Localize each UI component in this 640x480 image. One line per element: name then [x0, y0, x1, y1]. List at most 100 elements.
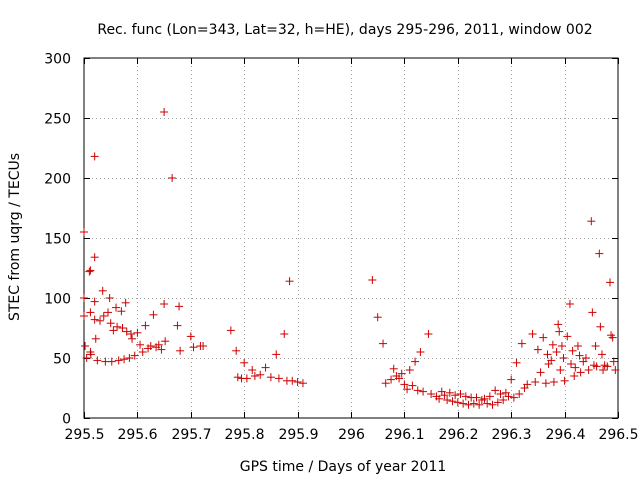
data-point: [599, 366, 608, 374]
data-point: [459, 399, 468, 408]
data-point: [554, 320, 563, 329]
data-point: [609, 357, 618, 366]
data-point: [605, 278, 614, 287]
data-point: [560, 376, 569, 385]
data-point: [464, 400, 473, 409]
data-point: [91, 334, 100, 343]
data-point: [523, 380, 532, 389]
data-point: [138, 348, 147, 356]
data-point: [106, 319, 115, 328]
data-point: [533, 345, 542, 354]
data-point: [596, 322, 605, 331]
data-point: [232, 346, 241, 355]
chart-title: Rec. func (Lon=343, Lat=32, h=HE), days …: [97, 22, 592, 38]
data-point: [149, 310, 158, 319]
data-point: [373, 313, 382, 322]
data-point: [80, 294, 88, 302]
data-point: [86, 266, 95, 275]
data-point: [272, 350, 281, 359]
data-point: [588, 308, 597, 317]
data-point: [266, 373, 275, 382]
data-point: [403, 385, 412, 394]
data-point: [261, 363, 270, 372]
data-point: [416, 348, 425, 356]
data-point: [90, 253, 99, 262]
data-point: [242, 374, 251, 383]
data-point: [293, 378, 302, 386]
data-point: [491, 386, 500, 395]
data-point: [288, 376, 297, 385]
data-point: [587, 217, 596, 226]
data-point: [575, 351, 584, 360]
data-point: [411, 357, 420, 366]
data-point: [256, 370, 265, 379]
data-point: [611, 366, 620, 374]
y-tick-label: 300: [44, 52, 71, 68]
data-point: [541, 379, 550, 388]
data-point: [186, 332, 195, 341]
data-point: [240, 358, 249, 367]
data-point: [419, 387, 428, 396]
data-point: [90, 315, 99, 324]
data-point: [499, 396, 508, 404]
data-point: [250, 372, 259, 380]
data-point: [556, 366, 565, 374]
data-point: [461, 392, 470, 401]
data-point: [128, 334, 137, 343]
data-point: [413, 386, 422, 395]
data-point: [595, 249, 604, 258]
data-point: [445, 388, 454, 397]
data-point: [517, 339, 526, 348]
data-point: [121, 298, 130, 307]
data-point: [584, 366, 593, 374]
data-point: [539, 333, 548, 342]
data-point: [507, 375, 516, 384]
data-point: [555, 327, 564, 336]
data-point: [608, 333, 617, 342]
data-point: [515, 390, 524, 398]
data-point: [285, 277, 294, 286]
x-tick-label: 295.6: [117, 427, 157, 443]
data-point: [547, 356, 556, 365]
data-point: [161, 337, 170, 346]
data-point: [126, 330, 135, 338]
y-tick-label: 150: [44, 232, 71, 248]
data-point: [199, 342, 208, 350]
axis-ticks: 295.5 295.6 295.7 295.8 295.9 296 296.1 296.2 29…: [44, 52, 638, 444]
data-point: [105, 294, 114, 302]
x-tick-label: 295.5: [64, 427, 104, 443]
data-point: [397, 369, 406, 378]
data-point: [109, 326, 118, 335]
x-axis-label: GPS time / Days of year 2011: [240, 459, 447, 475]
data-point: [154, 340, 163, 349]
data-point: [226, 326, 235, 335]
data-point: [451, 391, 460, 400]
y-tick-label: 0: [62, 412, 71, 428]
data-point: [528, 330, 537, 338]
data-point: [160, 108, 169, 116]
data-point: [93, 356, 102, 365]
data-point: [80, 228, 88, 236]
data-point: [424, 330, 433, 338]
data-point: [448, 397, 457, 406]
y-tick-label: 50: [53, 352, 71, 368]
data-point: [81, 342, 90, 350]
data-point: [173, 321, 182, 330]
data-point: [157, 345, 166, 354]
data-point: [509, 393, 518, 402]
data-point: [592, 362, 601, 371]
data-point: [531, 378, 540, 386]
data-point: [387, 375, 396, 384]
data-point: [576, 368, 585, 377]
data-point: [408, 381, 417, 390]
x-tick-label: 295.7: [171, 427, 211, 443]
data-point: [480, 394, 489, 403]
data-point: [117, 307, 126, 316]
x-tick-label: 295.8: [224, 427, 264, 443]
data-point: [591, 342, 600, 350]
data-point: [90, 297, 99, 306]
data-point: [113, 322, 122, 331]
data-point: [122, 327, 131, 336]
